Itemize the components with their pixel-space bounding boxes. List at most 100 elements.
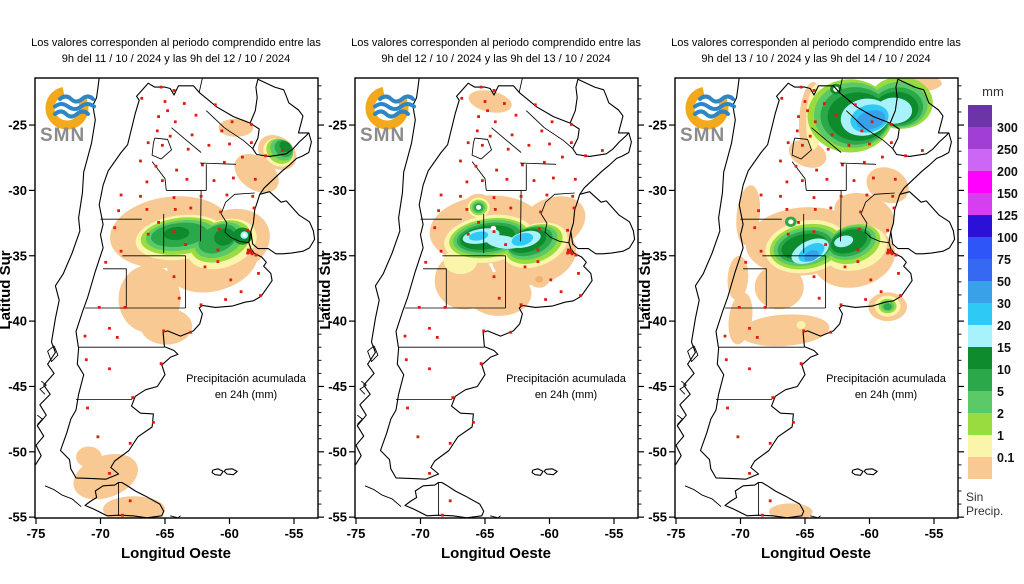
- legend-swatch: [968, 127, 992, 149]
- precipitation-contours: [727, 78, 942, 518]
- svg-text:-65: -65: [796, 526, 815, 541]
- logo-text: SMN: [40, 125, 85, 146]
- logo-waves-icon: [53, 109, 90, 119]
- legend-swatch: [968, 303, 992, 325]
- legend-swatch: [968, 215, 992, 237]
- province-borders: [716, 78, 895, 516]
- axis-ticks: [29, 85, 324, 524]
- annotation-line2: en 24h (mm): [215, 389, 277, 401]
- smn-logo: SMN: [680, 86, 736, 146]
- svg-text:-60: -60: [860, 526, 879, 541]
- province-borders: [76, 78, 255, 516]
- logo-waves-icon: [58, 94, 95, 104]
- logo-text: SMN: [360, 125, 405, 146]
- svg-text:-30: -30: [648, 183, 667, 198]
- map-canvas: [35, 78, 318, 518]
- legend-value: 2: [997, 407, 1004, 421]
- map-title-line1: Los valores corresponden al periodo comp…: [351, 37, 641, 49]
- svg-text:-70: -70: [731, 526, 750, 541]
- map-title-line2: 9h del 11 / 10 / 2024 y las 9h del 12 / …: [62, 53, 291, 65]
- map-frame: [354, 77, 639, 519]
- country-borders: [35, 78, 316, 518]
- map-frame: [674, 77, 959, 519]
- legend-swatch: [968, 391, 992, 413]
- svg-text:-30: -30: [8, 183, 27, 198]
- legend-value: 150: [997, 187, 1018, 201]
- map-canvas: [675, 78, 958, 518]
- legend-swatch: [968, 149, 992, 171]
- map-1: -75 -70 -65 -60 -55 -25 -30 -35 -40 -45 -50 -55 Long…: [0, 37, 324, 562]
- legend-value: 75: [997, 253, 1011, 267]
- svg-text:-35: -35: [328, 248, 347, 263]
- legend-value: 125: [997, 209, 1018, 223]
- country-borders: [355, 78, 636, 518]
- svg-text:-40: -40: [648, 314, 667, 329]
- legend-swatch: [968, 171, 992, 193]
- legend-swatch: [968, 281, 992, 303]
- svg-text:-70: -70: [91, 526, 110, 541]
- country-borders: [675, 78, 956, 518]
- legend-value: 1: [997, 429, 1004, 443]
- legend-value: 20: [997, 319, 1011, 333]
- svg-text:-30: -30: [328, 183, 347, 198]
- logo-waves-icon: [693, 102, 736, 111]
- svg-text:Longitud Oeste: Longitud Oeste: [441, 545, 551, 562]
- y-axis-label: Latitud Sur: [317, 250, 334, 329]
- smn-logo: SMN: [40, 86, 96, 146]
- svg-text:-75: -75: [667, 526, 686, 541]
- svg-text:-45: -45: [8, 379, 27, 394]
- y-axis-label: Latitud Sur: [637, 250, 654, 329]
- annotation-line1: Precipitación acumulada: [826, 373, 947, 385]
- svg-text:-55: -55: [925, 526, 944, 541]
- svg-text:-75: -75: [347, 526, 366, 541]
- legend-no-precip-2: Precip.: [966, 504, 1003, 518]
- legend-value: 50: [997, 275, 1011, 289]
- station-dots: [83, 85, 284, 517]
- svg-text:-55: -55: [328, 510, 347, 525]
- svg-text:-45: -45: [648, 379, 667, 394]
- legend-value: 15: [997, 341, 1011, 355]
- svg-text:-50: -50: [648, 444, 667, 459]
- svg-text:-55: -55: [285, 526, 304, 541]
- map-title-line2: 9h del 12 / 10 / 2024 y las 9h del 13 / …: [381, 53, 610, 65]
- smn-logo: SMN: [360, 86, 416, 146]
- svg-text:-25: -25: [328, 118, 347, 133]
- svg-text:-45: -45: [328, 379, 347, 394]
- map-canvas: [355, 78, 638, 518]
- map-2: -75 -70 -65 -60 -55 -25 -30 -35 -40 -45 -50 -55 Long…: [317, 37, 644, 562]
- annotation-line1: Precipitación acumulada: [506, 373, 627, 385]
- legend-value: 250: [997, 143, 1018, 157]
- svg-text:-60: -60: [220, 526, 239, 541]
- map-frame: [34, 77, 319, 519]
- logo-waves-icon: [698, 94, 735, 104]
- logo-text: SMN: [680, 125, 725, 146]
- svg-text:-60: -60: [540, 526, 559, 541]
- y-axis-label: Latitud Sur: [0, 250, 14, 329]
- svg-text:-55: -55: [648, 510, 667, 525]
- legend-swatch: [968, 435, 992, 457]
- legend-unit: mm: [982, 84, 1004, 99]
- legend-swatch: [968, 105, 992, 127]
- precipitation-contours: [73, 118, 297, 518]
- legend-swatch: [968, 457, 992, 479]
- legend: mm 300 250 200 150 125 100 75 50 30 20 15 10 5 2 1 0.1 Si…: [966, 84, 1018, 518]
- legend-swatch: [968, 413, 992, 435]
- axis-ticks: [349, 85, 644, 524]
- legend-value: 5: [997, 385, 1004, 399]
- svg-text:-35: -35: [648, 248, 667, 263]
- legend-swatch: [968, 193, 992, 215]
- svg-text:-55: -55: [8, 510, 27, 525]
- svg-text:Longitud Oeste: Longitud Oeste: [121, 545, 231, 562]
- annotation-line2: en 24h (mm): [535, 389, 597, 401]
- svg-text:-65: -65: [156, 526, 175, 541]
- annotation-line1: Precipitación acumulada: [186, 373, 307, 385]
- annotation-line2: en 24h (mm): [855, 389, 917, 401]
- svg-text:-25: -25: [8, 118, 27, 133]
- svg-text:-50: -50: [8, 444, 27, 459]
- legend-swatch: [968, 369, 992, 391]
- svg-text:-65: -65: [476, 526, 495, 541]
- station-dots: [723, 85, 924, 517]
- legend-value: 10: [997, 363, 1011, 377]
- logo-waves-icon: [53, 102, 96, 111]
